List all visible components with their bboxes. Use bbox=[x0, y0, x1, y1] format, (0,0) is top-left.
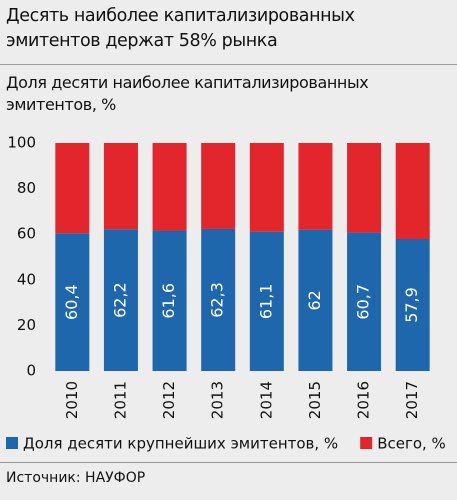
value-label: 60,4 bbox=[62, 284, 81, 320]
y-tick-label: 80 bbox=[17, 179, 36, 197]
bar-segment bbox=[347, 143, 382, 233]
y-tick-label: 100 bbox=[7, 134, 36, 152]
source: Источник: НАУФОР bbox=[6, 470, 146, 486]
divider bbox=[0, 64, 457, 65]
bar-segment bbox=[395, 143, 430, 239]
bar-segment bbox=[347, 232, 382, 371]
x-tick-label: 2015 bbox=[306, 381, 324, 419]
bar-segment bbox=[55, 143, 90, 234]
bar-segment bbox=[103, 143, 138, 230]
bar-segment bbox=[201, 143, 236, 229]
chart: 0 20 40 60 80 100 60,4 2010 62,2 2011 61,6 2012 62,3… bbox=[6, 134, 446, 453]
value-label: 60,7 bbox=[354, 284, 373, 320]
value-label: 62 bbox=[305, 290, 324, 310]
x-tick-label: 2016 bbox=[355, 381, 373, 419]
x-tick-label: 2011 bbox=[111, 381, 129, 419]
x-tick-label: 2010 bbox=[63, 381, 81, 419]
bar-segment bbox=[298, 143, 333, 230]
value-label: 61,6 bbox=[159, 283, 178, 319]
divider bbox=[0, 462, 457, 463]
y-tick-label: 40 bbox=[17, 270, 36, 288]
value-label: 61,1 bbox=[256, 284, 275, 320]
y-tick-label: 20 bbox=[17, 316, 36, 334]
x-tick-label: 2014 bbox=[257, 381, 275, 419]
chart-subtitle: Доля десяти наиболее капитализированных … bbox=[6, 73, 369, 114]
legend-swatch bbox=[6, 437, 18, 449]
bar-segment bbox=[298, 229, 333, 371]
y-tick-label: 60 bbox=[17, 225, 36, 243]
y-tick-label: 0 bbox=[26, 362, 36, 380]
bar-segment bbox=[152, 143, 187, 231]
legend-label: Всего, % bbox=[377, 435, 446, 453]
value-label: 57,9 bbox=[402, 287, 421, 323]
bar-segment bbox=[249, 231, 284, 371]
value-label: 62,2 bbox=[110, 282, 129, 318]
x-tick-label: 2017 bbox=[403, 381, 421, 419]
bar-segment bbox=[249, 143, 284, 232]
x-tick-label: 2012 bbox=[160, 381, 178, 419]
bar-segment bbox=[395, 238, 430, 371]
legend-swatch bbox=[360, 437, 373, 449]
bar-segment bbox=[152, 230, 187, 371]
legend-label: Доля десяти крупнейших эмитентов, % bbox=[23, 435, 338, 453]
bar-segment bbox=[55, 233, 90, 371]
value-label: 62,3 bbox=[208, 282, 227, 318]
chart-title: Десять наиболее капитализированных эмите… bbox=[6, 6, 355, 51]
bar-segment bbox=[103, 229, 138, 371]
bar-segment bbox=[201, 228, 236, 371]
x-tick-label: 2013 bbox=[209, 381, 227, 419]
